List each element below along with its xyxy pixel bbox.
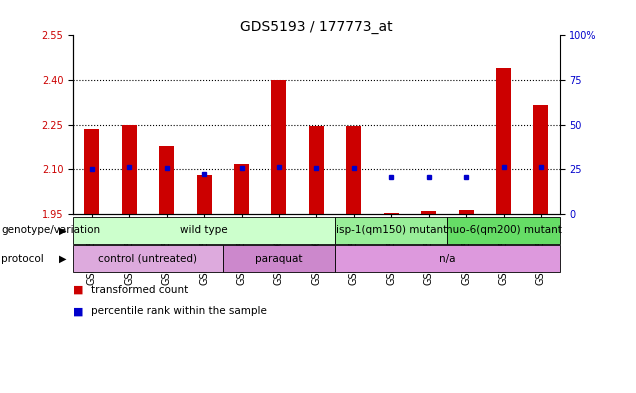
Text: ▶: ▶ (59, 253, 66, 264)
Bar (421, 211, 436, 214)
Bar (73, 245, 223, 272)
Bar (534, 105, 548, 214)
Bar (73, 217, 335, 244)
Text: isp-1(qm150) mutant: isp-1(qm150) mutant (336, 225, 447, 235)
Text: nuo-6(qm200) mutant: nuo-6(qm200) mutant (446, 225, 562, 235)
Text: paraquat: paraquat (255, 253, 303, 264)
Bar (335, 217, 447, 244)
Text: genotype/variation: genotype/variation (1, 225, 100, 235)
Text: wild type: wild type (181, 225, 228, 235)
Text: ■: ■ (73, 306, 84, 316)
Bar (85, 129, 99, 214)
Bar (496, 68, 511, 214)
Bar (459, 210, 474, 214)
Bar (447, 217, 560, 244)
Text: ▶: ▶ (59, 225, 66, 235)
Bar (335, 245, 560, 272)
Bar (159, 146, 174, 214)
Bar (272, 80, 286, 214)
Bar (347, 126, 361, 214)
Text: control (untreated): control (untreated) (99, 253, 198, 264)
Text: percentile rank within the sample: percentile rank within the sample (91, 306, 267, 316)
Bar (122, 125, 137, 214)
Bar (234, 163, 249, 214)
Bar (309, 126, 324, 214)
Bar (384, 213, 399, 214)
Bar (197, 175, 212, 214)
Text: protocol: protocol (1, 253, 44, 264)
Text: ■: ■ (73, 285, 84, 295)
Bar (223, 245, 335, 272)
Text: transformed count: transformed count (91, 285, 188, 295)
Title: GDS5193 / 177773_at: GDS5193 / 177773_at (240, 20, 392, 34)
Text: n/a: n/a (439, 253, 455, 264)
